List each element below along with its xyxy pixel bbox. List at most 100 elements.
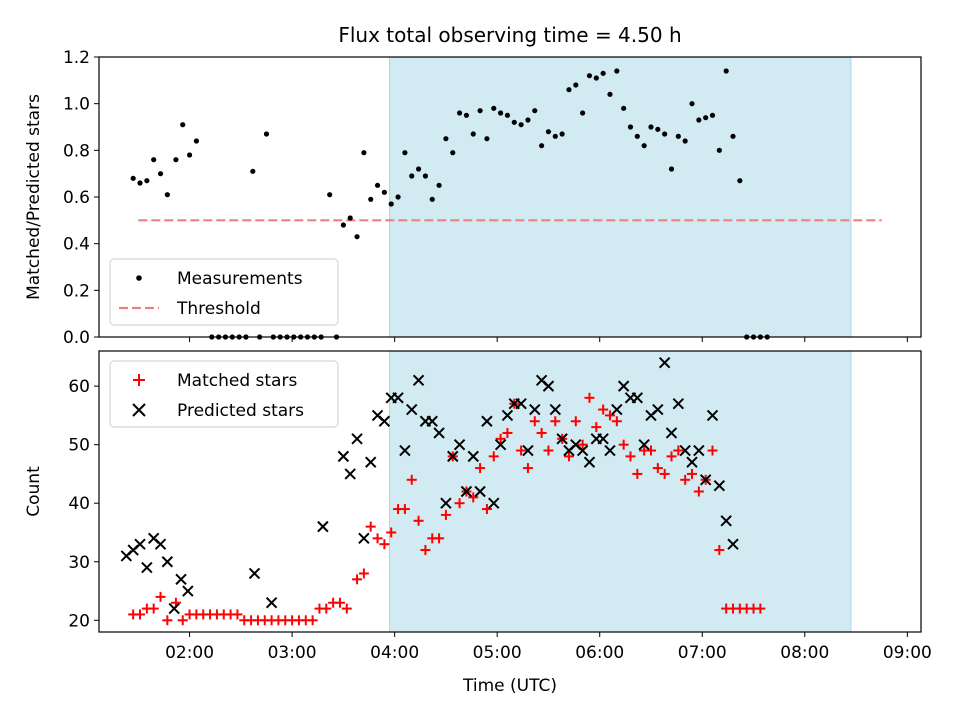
predicted-point — [168, 602, 180, 615]
y-tick-label: 0.6 — [63, 188, 90, 208]
measurement-point — [730, 133, 736, 139]
predicted-point — [658, 357, 671, 369]
measurement-point — [429, 196, 435, 202]
matched-point — [307, 615, 318, 626]
predicted-point-b — [556, 433, 568, 445]
x-tick-label: 03:00 — [268, 643, 317, 663]
measurement-point — [580, 110, 586, 116]
predicted-point — [392, 392, 404, 404]
predicted-point — [611, 403, 623, 416]
matched-point — [659, 468, 670, 479]
predicted-point — [638, 438, 650, 451]
y-tick-label: 50 — [68, 436, 90, 456]
measurement-point — [137, 180, 143, 186]
predicted-point — [358, 532, 370, 545]
predicted-point-b — [440, 497, 452, 509]
predicted-point-b — [406, 403, 418, 416]
measurement-point — [559, 131, 565, 137]
predicted-point — [365, 456, 377, 468]
matched-point — [714, 545, 725, 556]
predicted-point-b — [686, 456, 698, 468]
matched-point — [687, 468, 698, 479]
measurement-point — [648, 124, 654, 130]
matched-point — [358, 568, 369, 579]
axes-frame — [98, 350, 922, 633]
matched-point — [341, 603, 352, 614]
x-tick-label: 05:00 — [473, 643, 522, 663]
matched-point — [440, 509, 451, 520]
matched-point — [673, 445, 684, 456]
matched-point — [321, 603, 332, 614]
predicted-point — [672, 397, 685, 410]
legend-label: Threshold — [176, 299, 261, 319]
predicted-point-b — [672, 397, 685, 410]
matched-point — [680, 474, 691, 485]
measurement-point — [173, 157, 179, 163]
measurement-point — [361, 150, 367, 156]
measurement-point — [263, 131, 270, 137]
y-tick-label: 0.8 — [63, 141, 90, 161]
measurement-point — [586, 73, 593, 79]
predicted-point — [248, 567, 261, 580]
matched-point — [488, 451, 499, 462]
bottom-panel: 20 30 40 50 60 02:00 03:00 04:00 05:00 06:00 07:00… — [24, 350, 932, 696]
predicted-point — [175, 573, 187, 586]
y-axis-label: Count — [24, 466, 44, 517]
measurement-point — [621, 105, 627, 111]
predicted-point-b — [467, 450, 479, 463]
matched-point — [454, 498, 465, 509]
measurement-point — [709, 112, 716, 118]
predicted-point-b — [611, 403, 623, 416]
observing-interval-shade — [389, 57, 851, 337]
matched-point — [148, 603, 159, 614]
predicted-point-b — [175, 573, 187, 586]
predicted-point-b — [265, 597, 278, 609]
measurement-point — [180, 122, 186, 128]
matched-point — [481, 504, 492, 515]
measurement-point — [456, 110, 463, 116]
matched-point — [543, 445, 554, 456]
predicted-point — [337, 450, 350, 463]
measurement-point — [491, 105, 497, 111]
measurement-point — [395, 194, 401, 200]
matched-point — [625, 451, 636, 462]
predicted-point — [460, 485, 473, 498]
predicted-point-b — [631, 392, 644, 404]
predicted-point-b — [161, 556, 174, 568]
matched-point — [232, 609, 243, 620]
predicted-point — [549, 403, 561, 416]
x-tick-label: 02:00 — [165, 643, 214, 663]
predicted-point-b — [658, 357, 671, 369]
predicted-point-b — [344, 468, 356, 480]
predicted-point-b — [713, 479, 726, 492]
x-axis-label: Time (UTC) — [462, 676, 557, 696]
measurement-point — [422, 173, 429, 179]
y-tick-label: 1.2 — [63, 48, 90, 68]
matched-point — [529, 416, 540, 427]
matched-point — [413, 515, 424, 526]
predicted-point-b — [488, 497, 500, 509]
measurement-point — [409, 173, 415, 179]
y-tick-label: 20 — [68, 611, 90, 631]
measurement-point — [130, 175, 136, 181]
matched-point — [406, 474, 417, 485]
matched-point — [434, 533, 445, 544]
matched-point — [652, 463, 663, 474]
measurement-point — [675, 133, 681, 139]
measurement-point — [415, 166, 422, 172]
predicted-point — [351, 433, 363, 445]
measurement-point — [655, 126, 661, 132]
legend-label: Matched stars — [177, 371, 297, 391]
predicted-point-b — [501, 409, 514, 422]
measurement-point — [144, 178, 150, 184]
predicted-point-b — [412, 374, 425, 386]
predicted-point-b — [549, 403, 561, 416]
measurement-point — [347, 215, 353, 221]
measurement-point — [450, 150, 456, 156]
predicted-point-b — [617, 380, 630, 392]
predicted-point — [686, 456, 698, 468]
predicted-point — [488, 497, 500, 509]
measurement-point — [532, 108, 538, 114]
predicted-point — [344, 468, 356, 480]
measurement-point — [696, 117, 702, 123]
